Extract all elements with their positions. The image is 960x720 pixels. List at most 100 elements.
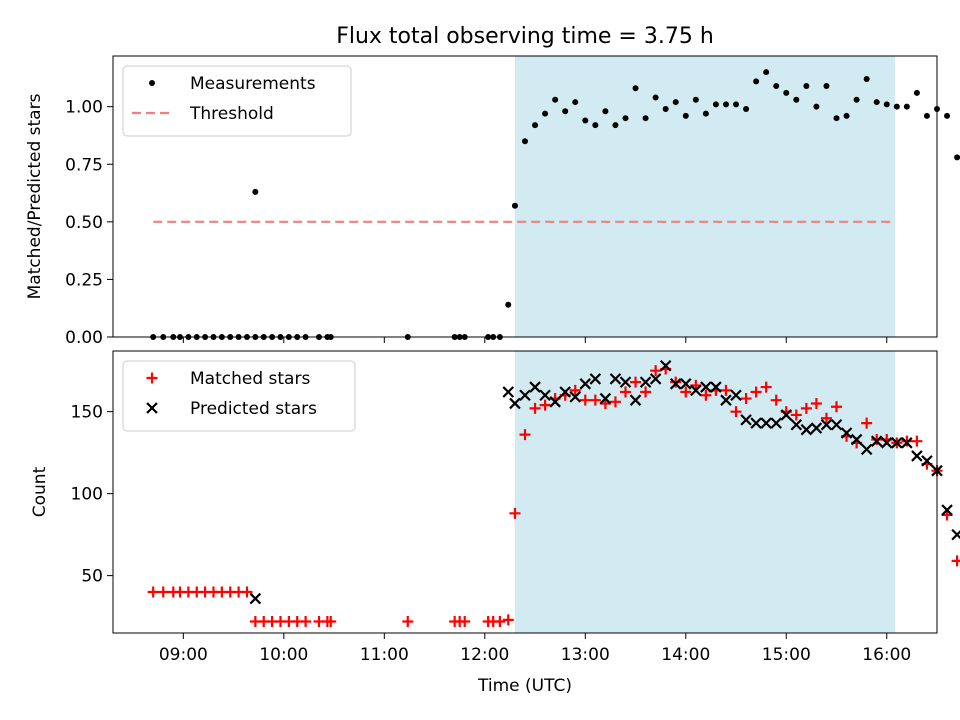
- matched-star-point: [871, 434, 883, 446]
- y-tick-label: 0.00: [65, 328, 103, 348]
- measurement-point: [863, 76, 870, 83]
- predicted-star-point: [569, 391, 582, 403]
- legend-swatch: [146, 372, 158, 384]
- measurement-point: [923, 112, 930, 119]
- measurement-point: [682, 112, 689, 119]
- measurement-point: [562, 108, 569, 115]
- measurement-point: [572, 99, 579, 106]
- predicted-star-point: [760, 417, 772, 429]
- predicted-star-point: [639, 376, 652, 388]
- predicted-star-point: [891, 437, 903, 449]
- legend-box: [122, 360, 356, 432]
- x-tick-label: 10:00: [259, 645, 308, 665]
- legend-label: Matched stars: [190, 369, 310, 389]
- predicted-star-point: [880, 437, 893, 449]
- matched-star-point: [494, 616, 506, 628]
- predicted-star-point: [770, 417, 782, 429]
- matched-star-point: [901, 435, 913, 447]
- y-tick-label: 1.00: [65, 98, 103, 118]
- predicted-star-point: [850, 433, 863, 446]
- measurement-point: [712, 101, 719, 108]
- measurement-point: [722, 101, 729, 108]
- predicted-star-point: [941, 504, 953, 516]
- count-marks: [147, 359, 960, 628]
- matched-star-point: [820, 412, 832, 424]
- predicted-star-point: [519, 389, 531, 402]
- measurement-point: [602, 108, 609, 115]
- measurement-point: [853, 96, 860, 103]
- predicted-star-point: [740, 414, 752, 426]
- predicted-star-point: [710, 381, 722, 393]
- predicted-star-point: [780, 409, 793, 421]
- chart-title: Flux total observing time = 3.75 h: [336, 24, 714, 49]
- matched-star-point: [740, 393, 752, 405]
- measurement-point: [883, 101, 890, 108]
- predicted-star-point: [539, 389, 551, 402]
- matched-star-point: [730, 406, 742, 418]
- count-legend: Matched stars Predicted stars: [122, 360, 356, 432]
- measurement-point: [954, 154, 960, 161]
- measurement-point: [733, 101, 740, 108]
- measurement-point: [843, 112, 850, 119]
- predicted-star-point: [559, 386, 571, 398]
- matched-star-point: [402, 616, 414, 628]
- matched-star-point: [831, 401, 843, 413]
- y-tick-label: 0.50: [65, 213, 103, 233]
- predicted-star-point: [901, 437, 913, 449]
- predicted-star-point: [921, 455, 933, 467]
- matched-star-point: [800, 402, 812, 414]
- y-tick-label: 0.25: [65, 270, 103, 290]
- matched-star-point: [300, 616, 312, 628]
- y-tick-label: 50: [81, 567, 103, 587]
- x-tick-label: 09:00: [159, 645, 208, 665]
- measurement-point: [632, 85, 639, 92]
- predicted-star-point: [529, 381, 541, 393]
- ratio-legend: Measurements Threshold: [122, 65, 352, 137]
- count-y-axis: 50 100 150: [71, 403, 113, 587]
- matched-star-point: [640, 386, 652, 398]
- predicted-star-point: [750, 417, 762, 429]
- predicted-star-point: [810, 422, 823, 434]
- matched-star-point: [509, 507, 521, 519]
- measurement-point: [252, 188, 259, 195]
- matched-star-point: [579, 394, 591, 406]
- predicted-star-point: [609, 373, 622, 385]
- measurement-point: [592, 122, 599, 129]
- matched-star-point: [519, 429, 531, 441]
- count-axes-frame: [112, 350, 938, 634]
- measurement-point: [692, 96, 699, 103]
- measurement-point: [612, 122, 619, 129]
- matched-star-point: [539, 399, 551, 411]
- matched-star-point: [609, 396, 621, 408]
- predicted-star-point: [840, 427, 853, 439]
- matched-star-point: [760, 381, 772, 393]
- x-tick-label: 13:00: [561, 645, 610, 665]
- matched-star-point: [650, 365, 662, 377]
- count-x-axis: 09:00 10:00 11:00 12:00 13:00 14:00 15:00 16:00: [159, 633, 911, 665]
- measurement-point: [893, 103, 900, 110]
- x-tick-label: 15:00: [762, 645, 811, 665]
- predicted-star-point: [820, 419, 833, 431]
- measurement-point: [642, 115, 649, 122]
- measurement-point: [833, 115, 840, 122]
- matched-star-point: [569, 384, 581, 396]
- measurement-point: [511, 202, 518, 209]
- x-tick-label: 16:00: [862, 645, 911, 665]
- matched-star-point: [670, 376, 682, 388]
- x-tick-label: 12:00: [460, 645, 509, 665]
- matched-star-point: [241, 586, 253, 598]
- matched-star-point: [157, 586, 169, 598]
- y-tick-label: 150: [71, 403, 103, 423]
- predicted-star-point: [619, 376, 632, 388]
- predicted-star-point: [720, 394, 732, 406]
- x-axis-label: Time (UTC): [477, 676, 572, 696]
- measurement-point: [542, 110, 549, 117]
- matched-star-point: [911, 435, 923, 447]
- predicted-star-point: [830, 419, 843, 431]
- predicted-star-point: [870, 435, 883, 447]
- matched-star-point: [750, 386, 762, 398]
- ratio-y-axis-label: Matched/Predicted stars: [25, 93, 45, 299]
- matched-star-point: [147, 586, 159, 598]
- measurement-point: [944, 112, 951, 119]
